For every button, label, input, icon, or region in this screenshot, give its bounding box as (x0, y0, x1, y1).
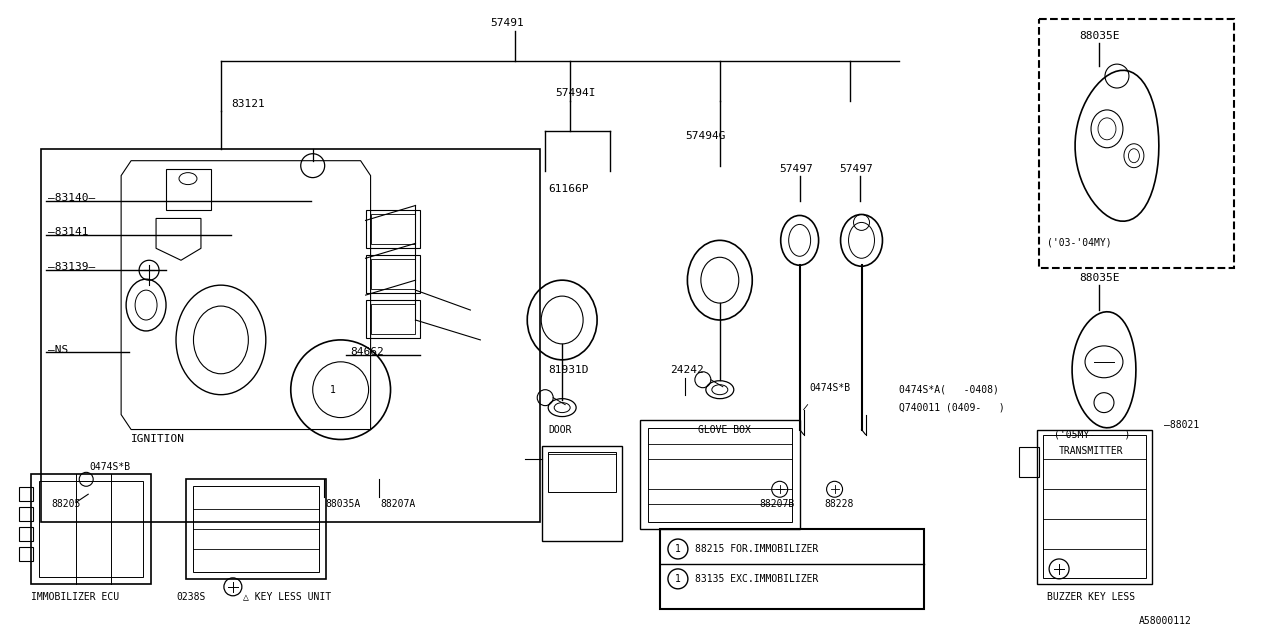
Text: 88215 FOR.IMMOBILIZER: 88215 FOR.IMMOBILIZER (695, 544, 818, 554)
Text: 0238S: 0238S (177, 592, 205, 602)
Text: 1: 1 (675, 574, 681, 584)
Text: 24242: 24242 (669, 365, 704, 375)
Text: 84662: 84662 (351, 347, 384, 357)
Bar (41, 148, 540, 522)
Bar (371, 304, 416, 334)
Bar (31, 474, 151, 584)
Bar (1019, 447, 1039, 477)
Bar (660, 529, 924, 609)
Bar (19, 487, 33, 501)
Bar (366, 255, 420, 293)
Bar (548, 452, 616, 492)
Bar (640, 420, 800, 529)
Text: 88035E: 88035E (1079, 31, 1120, 41)
Text: 1: 1 (675, 544, 681, 554)
Bar (371, 259, 416, 289)
Text: 83121: 83121 (230, 99, 265, 109)
Bar (1043, 435, 1146, 578)
Text: 57491: 57491 (490, 19, 524, 28)
Text: ('05MY-     ): ('05MY- ) (1055, 429, 1130, 440)
Text: ('03-'04MY): ('03-'04MY) (1047, 237, 1112, 247)
Bar (648, 428, 791, 522)
Text: 0474S*A(   -0408): 0474S*A( -0408) (900, 385, 1000, 395)
Bar (1039, 19, 1234, 268)
Bar (19, 547, 33, 561)
Text: —88021: —88021 (1164, 420, 1199, 429)
Bar (19, 527, 33, 541)
Text: 1: 1 (330, 385, 335, 395)
Text: 57497: 57497 (780, 164, 814, 173)
Text: 61166P: 61166P (548, 184, 589, 193)
Text: A58000112: A58000112 (1139, 616, 1192, 626)
Text: 88205: 88205 (51, 499, 81, 509)
Text: △ KEY LESS UNIT: △ KEY LESS UNIT (243, 592, 332, 602)
Bar (40, 481, 143, 577)
Bar (193, 486, 319, 572)
Text: IGNITION: IGNITION (131, 435, 186, 444)
Text: 57497: 57497 (840, 164, 873, 173)
Bar (366, 300, 420, 338)
Text: IMMOBILIZER ECU: IMMOBILIZER ECU (31, 592, 119, 602)
Text: 88207A: 88207A (380, 499, 416, 509)
Bar (1037, 429, 1152, 584)
Text: 83135 EXC.IMMOBILIZER: 83135 EXC.IMMOBILIZER (695, 574, 818, 584)
Bar (186, 479, 325, 579)
Text: Q740011 (0409-   ): Q740011 (0409- ) (900, 403, 1005, 413)
Bar (371, 214, 416, 244)
Bar (166, 169, 211, 211)
Text: 88035A: 88035A (325, 499, 361, 509)
Text: —83139—: —83139— (49, 262, 96, 272)
Text: —83140—: —83140— (49, 193, 96, 202)
Text: 88228: 88228 (824, 499, 854, 509)
Text: 81931D: 81931D (548, 365, 589, 375)
Text: DOOR: DOOR (548, 424, 572, 435)
Text: 0474S*B: 0474S*B (810, 383, 851, 393)
Text: 57494I: 57494I (556, 88, 595, 98)
Text: BUZZER KEY LESS: BUZZER KEY LESS (1047, 592, 1135, 602)
Text: —NS: —NS (49, 345, 69, 355)
Bar (366, 211, 420, 248)
Text: 88035E: 88035E (1079, 273, 1120, 283)
Text: 88207B: 88207B (760, 499, 795, 509)
Bar (19, 507, 33, 521)
Text: 57494G: 57494G (685, 131, 726, 141)
Text: TRANSMITTER: TRANSMITTER (1059, 447, 1124, 456)
Text: 0474S*B: 0474S*B (90, 462, 131, 472)
Bar (543, 447, 622, 541)
Text: GLOVE BOX: GLOVE BOX (698, 424, 751, 435)
Text: —83141: —83141 (49, 227, 88, 237)
